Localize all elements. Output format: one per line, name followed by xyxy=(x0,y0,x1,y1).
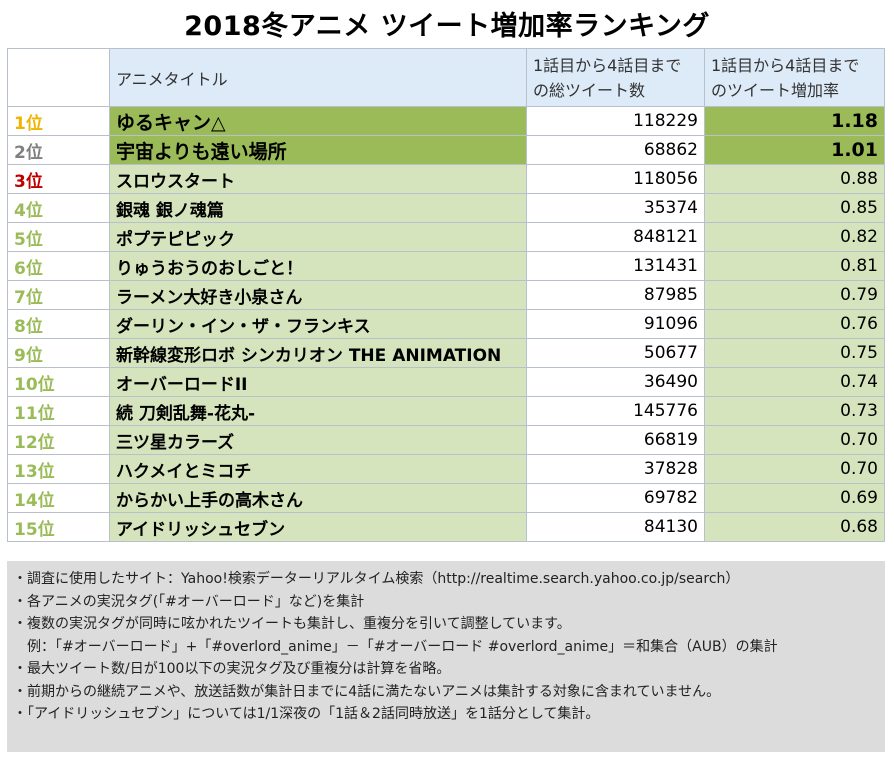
rank-cell: 13位 xyxy=(7,454,110,484)
table-row: 15位 アイドリッシュセブン 84130 0.68 xyxy=(7,512,885,542)
header-rank-cell xyxy=(7,48,110,107)
note-line: 例：「#オーバーロード」+「#overlord_anime」－「#オーバーロード… xyxy=(13,638,778,655)
increase-rate-cell: 0.88 xyxy=(704,164,885,194)
rank-cell: 15位 xyxy=(7,512,110,542)
tweet-count-cell: 118056 xyxy=(526,164,705,194)
anime-title-cell: りゅうおうのおしごと！ xyxy=(109,251,527,281)
increase-rate-cell: 0.73 xyxy=(704,396,885,426)
table-row: 10位 オーバーロードII 36490 0.74 xyxy=(7,367,885,397)
rank-cell: 14位 xyxy=(7,483,110,513)
anime-title-cell: ラーメン大好き小泉さん xyxy=(109,280,527,310)
increase-rate-cell: 0.79 xyxy=(704,280,885,310)
rank-cell: 4位 xyxy=(7,193,110,223)
notes-box: ・調査に使用したサイト：Yahoo!検索データーリアルタイム検索（http://… xyxy=(7,561,885,752)
table-row: 4位 銀魂 銀ノ魂篇 35374 0.85 xyxy=(7,193,885,223)
increase-rate-cell: 0.70 xyxy=(704,454,885,484)
rank-cell: 12位 xyxy=(7,425,110,455)
page-title: 2018冬アニメ ツイート増加率ランキング xyxy=(184,11,710,42)
rank-cell: 3位 xyxy=(7,164,110,194)
table-row: 9位 新幹線変形ロボ シンカリオン THE ANIMATION 50677 0.75 xyxy=(7,338,885,368)
anime-title-cell: ダーリン・イン・ザ・フランキス xyxy=(109,309,527,339)
note-line: ・調査に使用したサイト：Yahoo!検索データーリアルタイム検索（http://… xyxy=(13,571,740,587)
table-row: 13位 ハクメイとミコチ 37828 0.70 xyxy=(7,454,885,484)
anime-title-cell: 銀魂 銀ノ魂篇 xyxy=(109,193,527,223)
anime-title-cell: オーバーロードII xyxy=(109,367,527,397)
rank-cell: 5位 xyxy=(7,222,110,252)
table-row: 1位 ゆるキャン△ 118229 1.18 xyxy=(7,106,885,136)
anime-title-cell: ハクメイとミコチ xyxy=(109,454,527,484)
note-line: ・各アニメの実況タグ(「#オーバーロード」など)を集計 xyxy=(13,593,365,610)
table-row: 8位 ダーリン・イン・ザ・フランキス 91096 0.76 xyxy=(7,309,885,339)
header-count-line1: 1話目から4話目まで xyxy=(533,55,682,75)
tweet-count-cell: 35374 xyxy=(526,193,705,223)
rank-cell: 8位 xyxy=(7,309,110,339)
rank-cell: 1位 xyxy=(7,106,110,136)
table-row: 5位 ポプテピピック 848121 0.82 xyxy=(7,222,885,252)
increase-rate-cell: 0.69 xyxy=(704,483,885,513)
rank-cell: 9位 xyxy=(7,338,110,368)
tweet-count-cell: 91096 xyxy=(526,309,705,339)
tweet-count-cell: 36490 xyxy=(526,367,705,397)
increase-rate-cell: 0.74 xyxy=(704,367,885,397)
tweet-count-cell: 848121 xyxy=(526,222,705,252)
anime-title-cell: ゆるキャン△ xyxy=(109,106,527,136)
rank-cell: 6位 xyxy=(7,251,110,281)
increase-rate-cell: 1.18 xyxy=(704,106,885,136)
table-row: 11位続 刀剣乱舞-花丸- 145776 0.73 xyxy=(7,396,885,426)
increase-rate-cell: 1.01 xyxy=(704,135,885,165)
tweet-count-cell: 68862 xyxy=(526,135,705,165)
table-header-row: アニメタイトル 1話目から4話目まで の総ツイート数 1話目から4話目まで のツ… xyxy=(7,48,885,107)
header-count-line2: の総ツイート数 xyxy=(533,80,646,100)
table-row: 12位 三ツ星カラーズ 66819 0.70 xyxy=(7,425,885,455)
note-line: ・前期からの継続アニメや、放送話数が集計日までに4話に満たないアニメは集計する対… xyxy=(13,683,721,700)
header-rate-line2: のツイート増加率 xyxy=(711,80,840,100)
note-line: ・「アイドリッシュセブン」については1/1深夜の「1話＆2話同時放送」を1話分と… xyxy=(13,706,600,722)
rank-cell: 11位 xyxy=(7,396,110,426)
increase-rate-cell: 0.85 xyxy=(704,193,885,223)
anime-title-cell: 宇宙よりも遠い場所 xyxy=(109,135,527,165)
note-line: ・複数の実況タグが同時に呟かれたツイートも集計し、重複分を引いて調整しています。 xyxy=(13,616,571,632)
anime-title-cell: 続 刀剣乱舞-花丸- xyxy=(109,396,527,426)
rank-cell: 7位 xyxy=(7,280,110,310)
header-count-cell: 1話目から4話目まで の総ツイート数 xyxy=(526,48,705,107)
note-line: ・最大ツイート数/日が100以下の実況タグ及び重複分は計算を省略。 xyxy=(13,661,451,677)
header-rate-line1: 1話目から4話目まで xyxy=(711,55,860,75)
increase-rate-cell: 0.82 xyxy=(704,222,885,252)
tweet-count-cell: 66819 xyxy=(526,425,705,455)
ranking-table: アニメタイトル 1話目から4話目まで の総ツイート数 1話目から4話目まで のツ… xyxy=(7,48,885,542)
increase-rate-cell: 0.76 xyxy=(704,309,885,339)
rank-cell: 2位 xyxy=(7,135,110,165)
tweet-count-cell: 87985 xyxy=(526,280,705,310)
tweet-count-cell: 118229 xyxy=(526,106,705,136)
anime-title-cell: ポプテピピック xyxy=(109,222,527,252)
table-row: 2位 宇宙よりも遠い場所 68862 1.01 xyxy=(7,135,885,165)
anime-title-cell: アイドリッシュセブン xyxy=(109,512,527,542)
tweet-count-cell: 145776 xyxy=(526,396,705,426)
anime-title-cell: スロウスタート xyxy=(109,164,527,194)
tweet-count-cell: 131431 xyxy=(526,251,705,281)
table-row: 3位 スロウスタート 118056 0.88 xyxy=(7,164,885,194)
table-row: 6位 りゅうおうのおしごと！ 131431 0.81 xyxy=(7,251,885,281)
header-title-cell: アニメタイトル xyxy=(109,48,527,107)
increase-rate-cell: 0.75 xyxy=(704,338,885,368)
anime-title-cell: 三ツ星カラーズ xyxy=(109,425,527,455)
tweet-count-cell: 37828 xyxy=(526,454,705,484)
rank-cell: 10位 xyxy=(7,367,110,397)
increase-rate-cell: 0.81 xyxy=(704,251,885,281)
tweet-count-cell: 69782 xyxy=(526,483,705,513)
tweet-count-cell: 84130 xyxy=(526,512,705,542)
tweet-count-cell: 50677 xyxy=(526,338,705,368)
table-row: 14位 からかい上手の高木さん 69782 0.69 xyxy=(7,483,885,513)
header-rate-cell: 1話目から4話目まで のツイート増加率 xyxy=(704,48,885,107)
anime-title-cell: 新幹線変形ロボ シンカリオン THE ANIMATION xyxy=(109,338,527,368)
table-row: 7位 ラーメン大好き小泉さん 87985 0.79 xyxy=(7,280,885,310)
anime-title-cell: からかい上手の高木さん xyxy=(109,483,527,513)
increase-rate-cell: 0.70 xyxy=(704,425,885,455)
increase-rate-cell: 0.68 xyxy=(704,512,885,542)
